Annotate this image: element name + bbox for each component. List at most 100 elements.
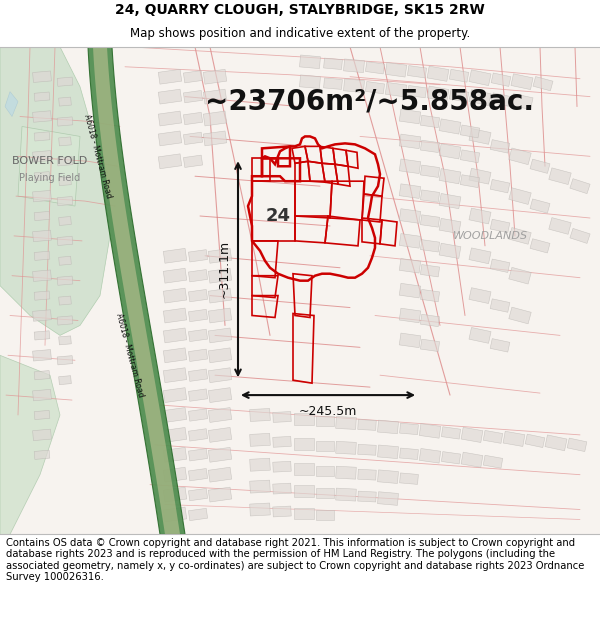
Polygon shape <box>18 126 80 206</box>
Polygon shape <box>59 296 71 305</box>
Polygon shape <box>32 151 52 162</box>
Polygon shape <box>421 239 440 252</box>
Polygon shape <box>358 444 376 455</box>
Polygon shape <box>335 466 356 479</box>
Polygon shape <box>188 449 208 461</box>
Polygon shape <box>34 172 50 181</box>
Polygon shape <box>449 69 469 82</box>
Polygon shape <box>358 469 376 480</box>
Polygon shape <box>399 259 421 273</box>
Polygon shape <box>158 131 182 146</box>
Polygon shape <box>503 431 525 446</box>
Polygon shape <box>294 438 314 450</box>
Text: Playing Field: Playing Field <box>19 173 80 183</box>
Polygon shape <box>299 55 320 69</box>
Polygon shape <box>208 308 232 323</box>
Polygon shape <box>57 316 73 325</box>
Polygon shape <box>490 259 510 272</box>
Polygon shape <box>203 111 227 126</box>
Polygon shape <box>57 117 73 126</box>
Polygon shape <box>469 248 491 264</box>
Polygon shape <box>59 376 71 384</box>
Polygon shape <box>490 139 510 153</box>
Polygon shape <box>439 169 461 184</box>
Polygon shape <box>399 134 421 149</box>
Polygon shape <box>509 148 531 164</box>
Polygon shape <box>158 154 182 169</box>
Polygon shape <box>421 116 440 128</box>
Polygon shape <box>163 388 187 402</box>
Polygon shape <box>294 484 314 497</box>
Polygon shape <box>439 243 461 258</box>
Polygon shape <box>59 336 71 345</box>
Polygon shape <box>5 92 18 116</box>
Polygon shape <box>490 339 510 352</box>
Polygon shape <box>158 89 182 104</box>
Polygon shape <box>385 82 407 97</box>
Polygon shape <box>344 59 364 72</box>
Polygon shape <box>421 339 440 351</box>
Polygon shape <box>163 288 187 303</box>
Polygon shape <box>530 199 550 213</box>
Polygon shape <box>188 349 208 361</box>
Polygon shape <box>442 452 461 464</box>
Polygon shape <box>163 487 187 502</box>
Polygon shape <box>34 450 50 459</box>
Polygon shape <box>32 191 52 202</box>
Polygon shape <box>399 159 421 174</box>
Polygon shape <box>460 125 480 138</box>
Polygon shape <box>469 208 491 224</box>
Polygon shape <box>316 441 334 451</box>
Polygon shape <box>509 228 531 244</box>
Polygon shape <box>32 310 52 321</box>
Polygon shape <box>399 184 421 198</box>
Polygon shape <box>407 66 427 78</box>
Polygon shape <box>530 239 550 253</box>
Polygon shape <box>188 508 208 521</box>
Polygon shape <box>407 86 427 98</box>
Polygon shape <box>184 132 203 144</box>
Polygon shape <box>250 433 271 446</box>
Polygon shape <box>469 288 491 304</box>
Polygon shape <box>469 168 491 184</box>
Polygon shape <box>163 328 187 343</box>
Text: 24: 24 <box>265 207 290 225</box>
Polygon shape <box>323 78 343 89</box>
Polygon shape <box>163 428 187 442</box>
Polygon shape <box>570 228 590 243</box>
Polygon shape <box>273 483 291 494</box>
Polygon shape <box>567 438 587 451</box>
Polygon shape <box>203 89 227 104</box>
Polygon shape <box>449 89 469 102</box>
Polygon shape <box>34 411 50 419</box>
Polygon shape <box>188 249 208 262</box>
Polygon shape <box>59 256 71 265</box>
Polygon shape <box>184 91 203 103</box>
Polygon shape <box>32 71 52 82</box>
Polygon shape <box>188 488 208 501</box>
Polygon shape <box>545 435 567 451</box>
Polygon shape <box>0 47 110 336</box>
Polygon shape <box>163 348 187 362</box>
Polygon shape <box>184 112 203 124</box>
Polygon shape <box>163 468 187 482</box>
Polygon shape <box>208 487 232 502</box>
Polygon shape <box>461 428 483 442</box>
Polygon shape <box>32 389 52 401</box>
Polygon shape <box>549 168 571 184</box>
Polygon shape <box>203 69 227 84</box>
Polygon shape <box>335 488 356 501</box>
Polygon shape <box>509 268 531 284</box>
Polygon shape <box>163 248 187 263</box>
Polygon shape <box>399 234 421 248</box>
Polygon shape <box>208 248 232 263</box>
Polygon shape <box>208 268 232 283</box>
Polygon shape <box>59 137 71 146</box>
Polygon shape <box>335 416 356 429</box>
Polygon shape <box>88 47 185 534</box>
Polygon shape <box>377 445 398 459</box>
Polygon shape <box>163 507 187 522</box>
Polygon shape <box>509 307 531 324</box>
Polygon shape <box>421 215 440 227</box>
Text: A6018 - Mottram Road: A6018 - Mottram Road <box>82 113 113 199</box>
